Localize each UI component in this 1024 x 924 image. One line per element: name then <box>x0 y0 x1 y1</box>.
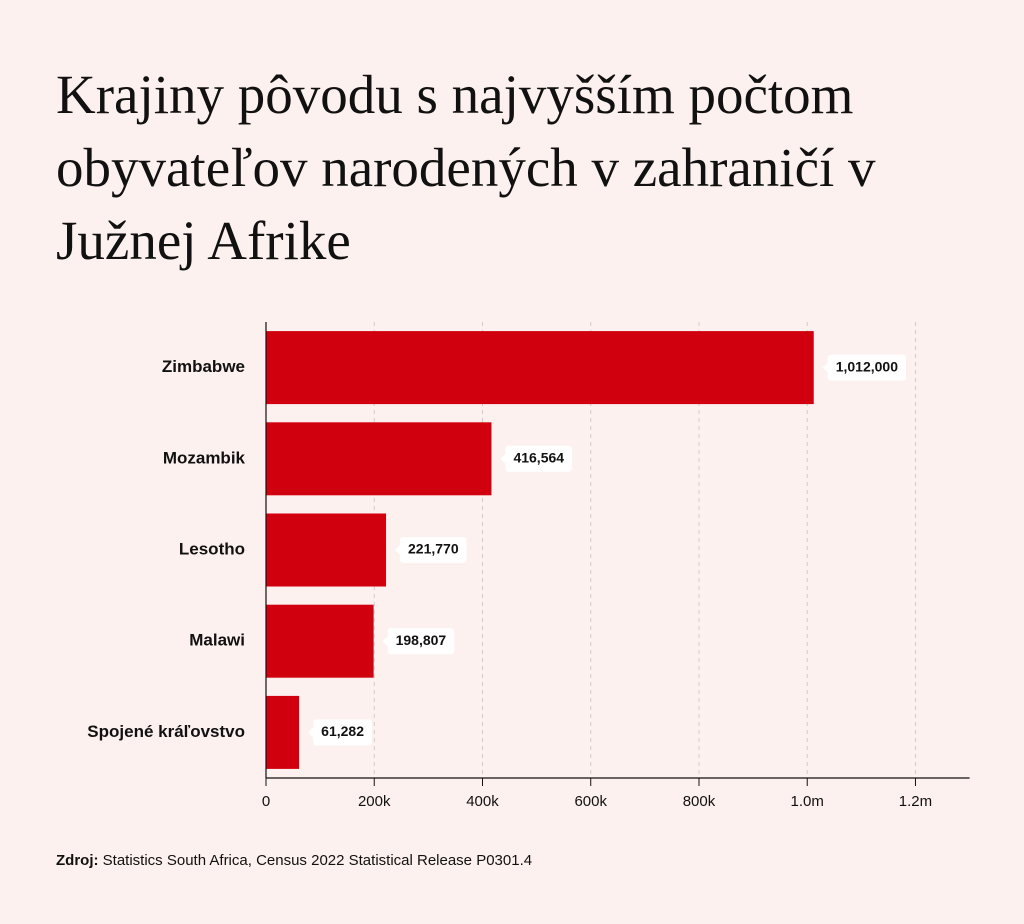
value-label-pointer <box>308 727 314 738</box>
value-label-box <box>400 537 467 563</box>
x-tick-label: 1.2m <box>899 793 932 810</box>
value-label-box <box>387 628 455 655</box>
bar <box>266 422 492 496</box>
value-label-box <box>505 445 573 472</box>
source-label: Zdroj: <box>56 852 99 869</box>
bar <box>266 513 387 587</box>
source: Zdroj: Statistics South Africa, Census 2… <box>56 852 532 869</box>
x-tick-label: 200k <box>358 793 391 810</box>
value-label: 198,807 <box>396 632 447 648</box>
y-tick-label: Mozambik <box>163 448 246 467</box>
bar <box>266 695 300 769</box>
value-label: 61,282 <box>321 723 364 739</box>
value-label-pointer <box>395 545 401 555</box>
y-tick-label: Malawi <box>189 631 245 650</box>
x-tick-label: 0 <box>262 793 270 810</box>
x-tick-label: 1.0m <box>791 793 824 810</box>
chart-title: Krajiny pôvodu s najvyšším počtom obyvat… <box>56 64 876 271</box>
bar <box>266 331 814 405</box>
value-label-pointer <box>382 636 388 647</box>
value-label: 221,770 <box>408 541 459 557</box>
value-label-box <box>827 354 907 381</box>
x-tick-label: 800k <box>683 793 716 810</box>
value-label: 416,564 <box>513 450 564 466</box>
x-tick-label: 600k <box>574 793 607 810</box>
value-label-pointer <box>500 453 506 464</box>
bar <box>266 604 374 678</box>
x-tick-label: 400k <box>466 793 499 810</box>
y-tick-label: Lesotho <box>179 539 245 558</box>
value-label-pointer <box>822 362 828 373</box>
y-tick-label: Spojené kráľovstvo <box>87 722 245 741</box>
value-label-box <box>313 719 372 746</box>
value-label: 1,012,000 <box>836 358 898 374</box>
y-tick-label: Zimbabwe <box>162 357 245 376</box>
source-text: Statistics South Africa, Census 2022 Sta… <box>102 852 533 869</box>
